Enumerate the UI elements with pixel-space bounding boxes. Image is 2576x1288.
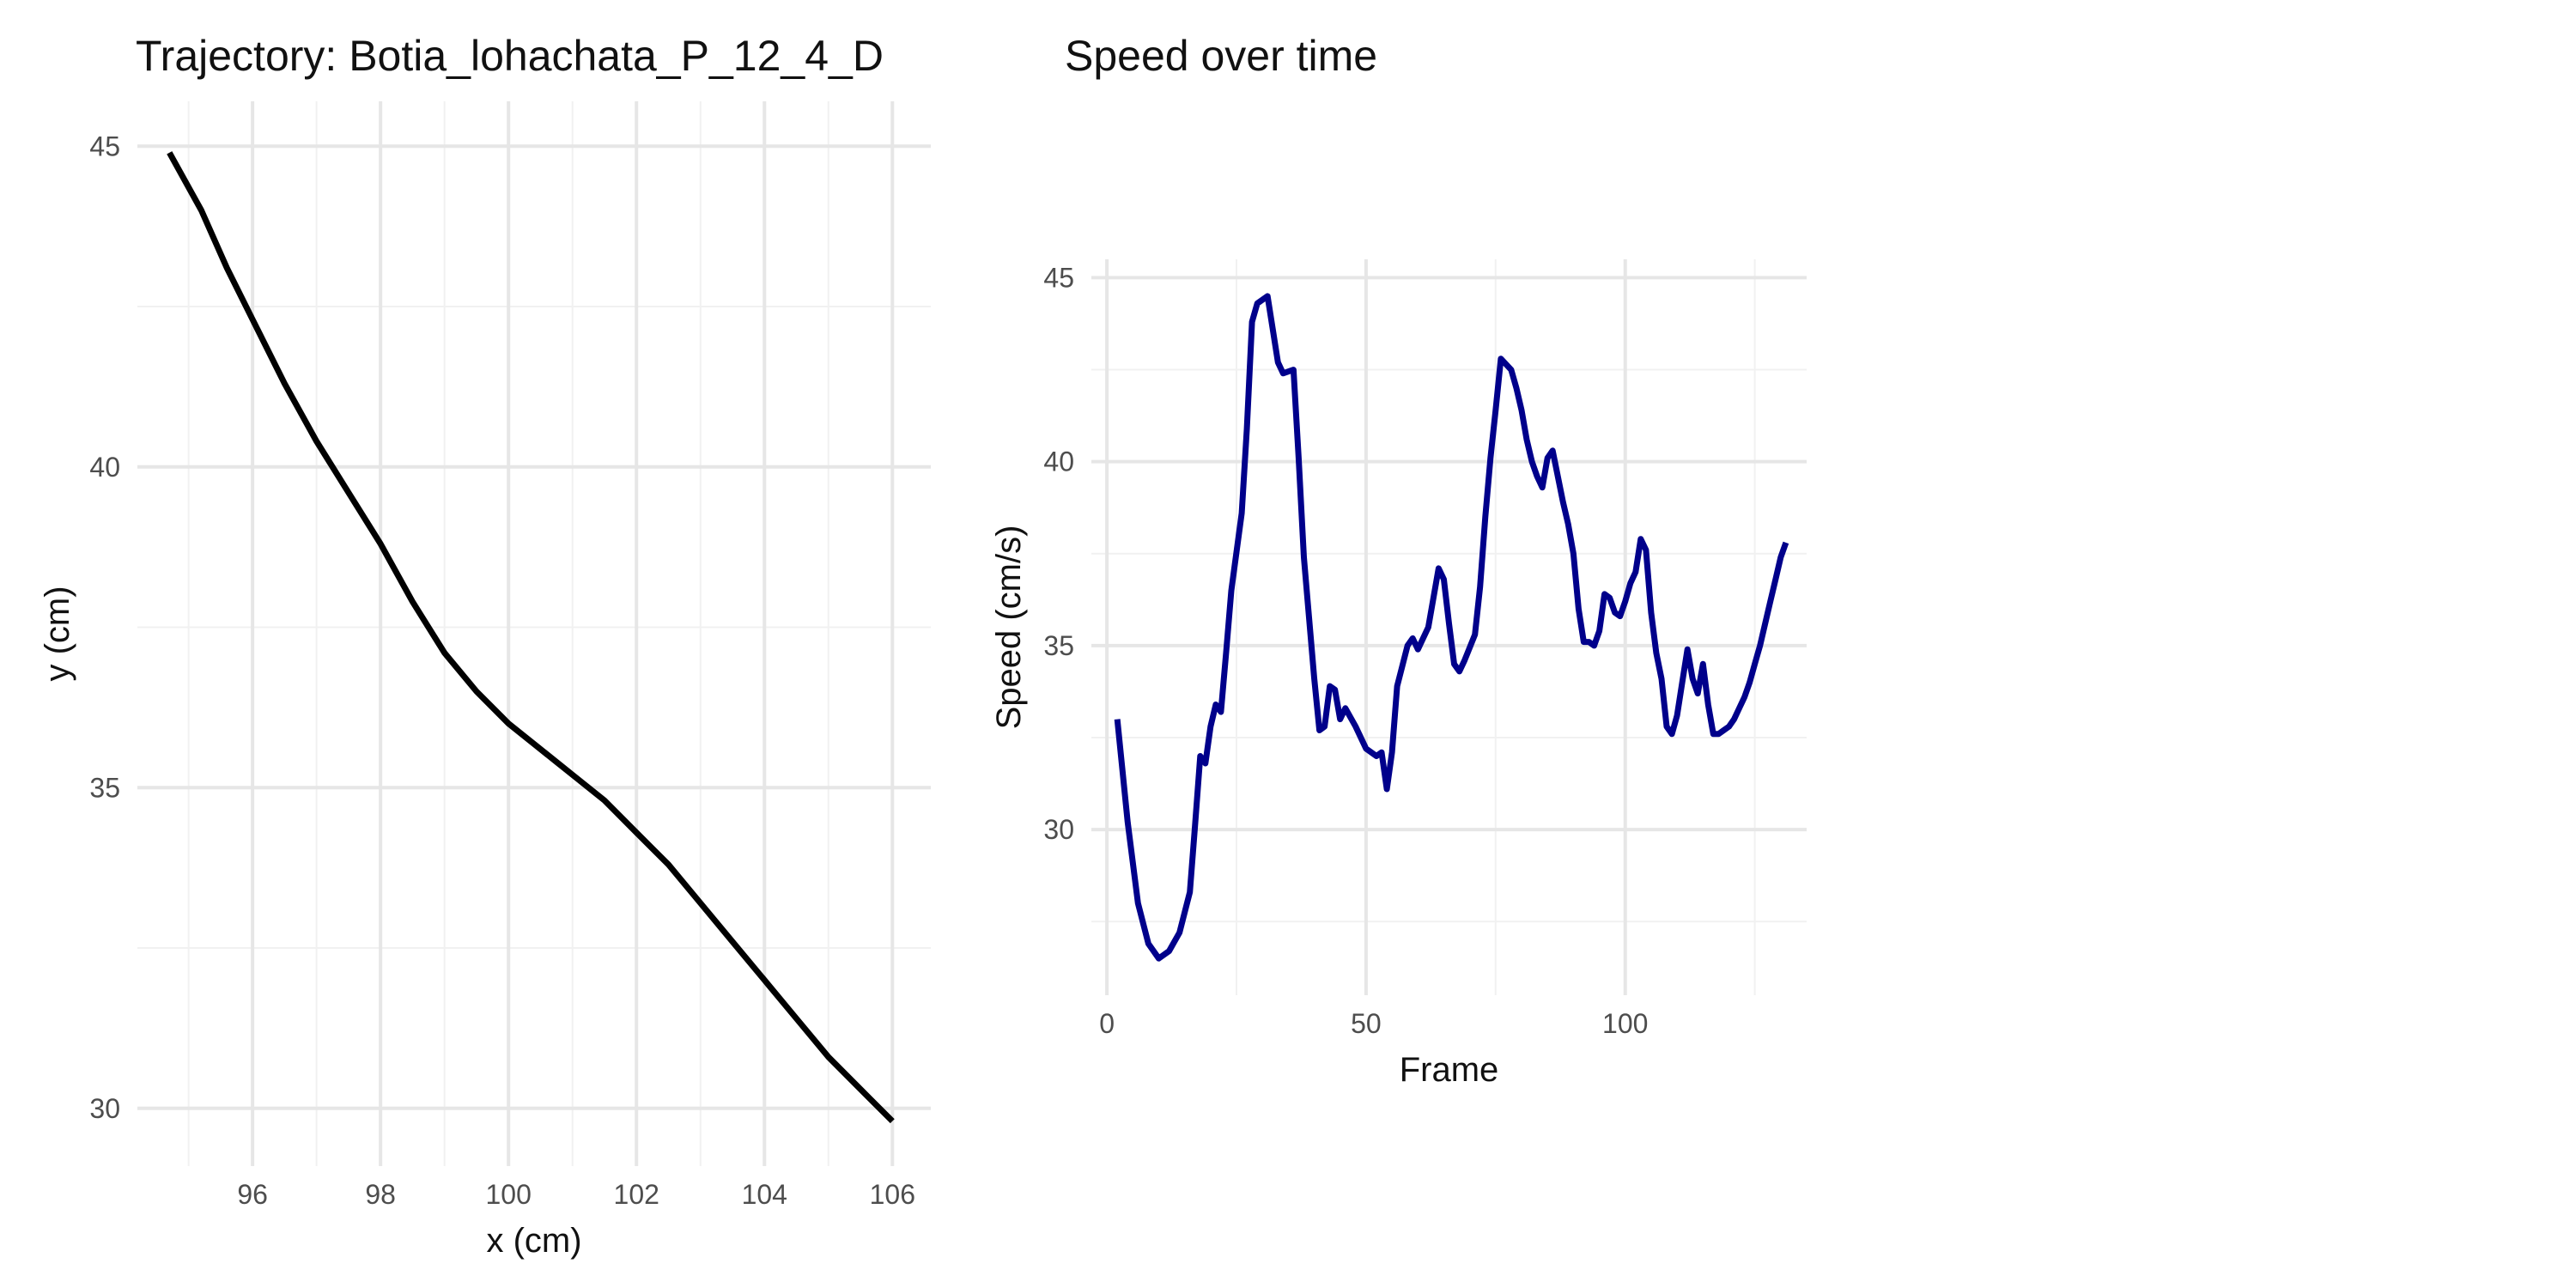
series-line [1114,293,1789,962]
x-tick-label: 96 [237,1179,268,1210]
x-tick-label: 106 [870,1179,915,1210]
trajectory-panel: 96 98 100 102 104 106 30 35 40 45 x (cm) y (cm) Tra… [0,0,979,1288]
trajectory-chart: 96 98 100 102 104 106 30 35 40 45 x (cm) y (cm) [39,101,931,1260]
y-tick-label: 40 [1043,447,1074,477]
x-axis-title: x (cm) [486,1222,581,1260]
x-tick-label: 50 [1351,1008,1382,1039]
x-tick-label: 98 [365,1179,396,1210]
x-tick-label: 100 [1602,1008,1648,1039]
y-tick-label: 35 [89,772,120,803]
y-tick-label: 45 [1043,262,1074,293]
x-tick-label: 104 [742,1179,787,1210]
x-tick-label: 102 [614,1179,659,1210]
y-axis-title: Speed (cm/s) [990,526,1028,730]
y-axis-title: y (cm) [39,586,76,681]
y-tick-label: 45 [89,131,120,161]
x-axis-title: Frame [1400,1051,1499,1089]
y-tick-label: 30 [89,1093,120,1124]
x-tick-label: 100 [485,1179,531,1210]
speed-title: Speed over time [1065,32,1378,80]
trajectory-title: Trajectory: Botia_lohachata_P_12_4_D [136,32,884,80]
series-line [167,151,895,1124]
speed-chart: 0 50 100 30 35 40 45 Frame Speed (cm/s) [990,259,1807,1089]
y-tick-label: 40 [89,452,120,483]
y-tick-label: 30 [1043,814,1074,845]
y-tick-label: 35 [1043,630,1074,661]
speed-panel: 0 50 100 30 35 40 45 Frame Speed (cm/s) Speed ov… [953,0,1863,1288]
x-tick-label: 0 [1099,1008,1115,1039]
